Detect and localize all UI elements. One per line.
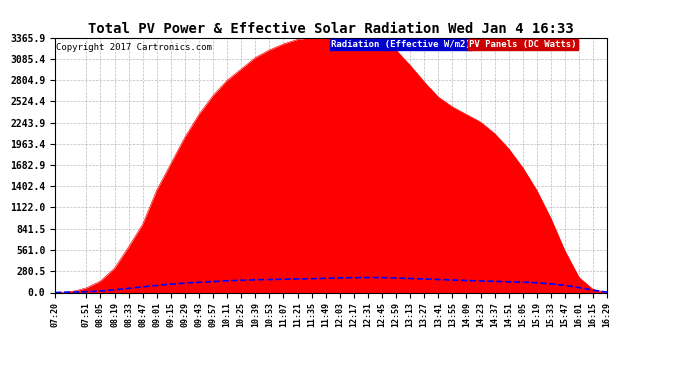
Text: Copyright 2017 Cartronics.com: Copyright 2017 Cartronics.com	[57, 43, 213, 52]
Text: PV Panels (DC Watts): PV Panels (DC Watts)	[469, 40, 577, 49]
Title: Total PV Power & Effective Solar Radiation Wed Jan 4 16:33: Total PV Power & Effective Solar Radiati…	[88, 22, 574, 36]
Text: Radiation (Effective W/m2): Radiation (Effective W/m2)	[331, 40, 471, 49]
